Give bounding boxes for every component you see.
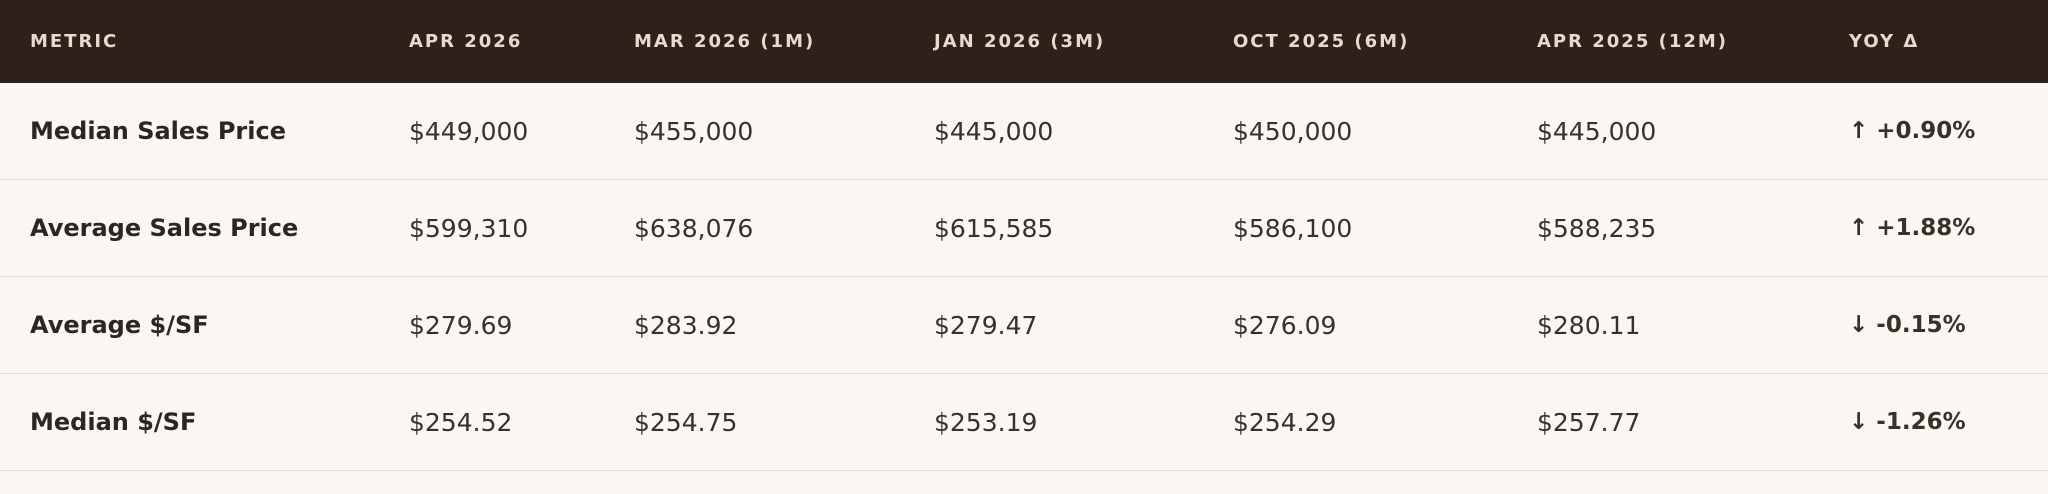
- yoy-value: +1.88%: [1876, 215, 1976, 241]
- value-jan-2026: $445,000: [934, 116, 1054, 146]
- arrow-up-icon: ↑: [1849, 118, 1869, 144]
- value-oct-2025: $586,100: [1233, 213, 1353, 243]
- header-yoy-delta: YOY Δ: [1849, 31, 1920, 52]
- value-mar-2026: $638,076: [634, 213, 754, 243]
- value-apr-2025: $280.11: [1537, 310, 1641, 340]
- header-metric: METRIC: [30, 31, 119, 52]
- table-row: Median $/SF $254.52 $254.75 $253.19 $254…: [0, 374, 2048, 471]
- value-oct-2025: $254.29: [1233, 407, 1337, 437]
- arrow-down-icon: ↓: [1849, 409, 1869, 435]
- metric-label: Median $/SF: [30, 408, 197, 436]
- arrow-down-icon: ↓: [1849, 312, 1869, 338]
- arrow-up-icon: ↑: [1849, 215, 1869, 241]
- value-jan-2026: $615,585: [934, 213, 1054, 243]
- value-apr-2026: $599,310: [409, 213, 529, 243]
- value-oct-2025: $450,000: [1233, 116, 1353, 146]
- yoy-delta: ↑ +0.90%: [1849, 118, 1975, 144]
- value-mar-2026: $283.92: [634, 310, 738, 340]
- metric-label: Average $/SF: [30, 311, 209, 339]
- value-apr-2026: $254.52: [409, 407, 513, 437]
- table-row: Median Sales Price $449,000 $455,000 $44…: [0, 83, 2048, 180]
- table-row: Average Sales Price $599,310 $638,076 $6…: [0, 180, 2048, 277]
- yoy-value: -1.26%: [1876, 409, 1966, 435]
- table-row: Average $/SF $279.69 $283.92 $279.47 $27…: [0, 277, 2048, 374]
- metric-label: Median Sales Price: [30, 117, 286, 145]
- value-apr-2025: $445,000: [1537, 116, 1657, 146]
- header-apr-2026: APR 2026: [409, 31, 523, 52]
- yoy-value: +0.90%: [1876, 118, 1976, 144]
- metric-label: Average Sales Price: [30, 214, 299, 242]
- value-apr-2025: $588,235: [1537, 213, 1657, 243]
- table-header: METRIC APR 2026 MAR 2026 (1M) JAN 2026 (…: [0, 0, 2048, 83]
- header-oct-2025: OCT 2025 (6M): [1233, 31, 1410, 52]
- yoy-delta: ↓ -1.26%: [1849, 409, 1966, 435]
- yoy-delta: ↑ +1.88%: [1849, 215, 1975, 241]
- value-apr-2025: $257.77: [1537, 407, 1641, 437]
- value-jan-2026: $253.19: [934, 407, 1038, 437]
- header-mar-2026: MAR 2026 (1M): [634, 31, 816, 52]
- header-apr-2025: APR 2025 (12M): [1537, 31, 1729, 52]
- value-apr-2026: $279.69: [409, 310, 513, 340]
- table-bottom-padding: [0, 471, 2048, 491]
- value-apr-2026: $449,000: [409, 116, 529, 146]
- yoy-delta: ↓ -0.15%: [1849, 312, 1966, 338]
- value-mar-2026: $254.75: [634, 407, 738, 437]
- yoy-value: -0.15%: [1876, 312, 1966, 338]
- value-oct-2025: $276.09: [1233, 310, 1337, 340]
- value-jan-2026: $279.47: [934, 310, 1038, 340]
- header-jan-2026: JAN 2026 (3M): [934, 31, 1106, 52]
- value-mar-2026: $455,000: [634, 116, 754, 146]
